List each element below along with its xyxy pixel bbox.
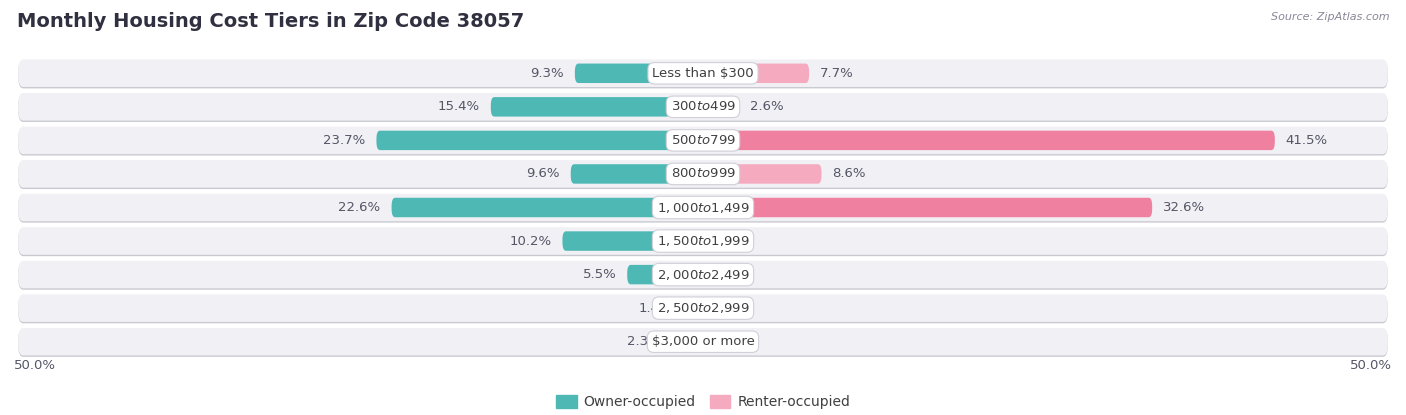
Text: 22.6%: 22.6% <box>339 201 381 214</box>
Text: $3,000 or more: $3,000 or more <box>651 335 755 348</box>
Text: 0.0%: 0.0% <box>714 335 748 348</box>
FancyBboxPatch shape <box>18 95 1388 122</box>
Text: $1,500 to $1,999: $1,500 to $1,999 <box>657 234 749 248</box>
Text: 10.2%: 10.2% <box>509 234 551 248</box>
FancyBboxPatch shape <box>18 195 1388 222</box>
Text: 0.0%: 0.0% <box>714 268 748 281</box>
FancyBboxPatch shape <box>703 164 821 184</box>
Text: 5.5%: 5.5% <box>582 268 616 281</box>
FancyBboxPatch shape <box>571 164 703 184</box>
Text: 41.5%: 41.5% <box>1286 134 1329 147</box>
FancyBboxPatch shape <box>18 229 1388 256</box>
FancyBboxPatch shape <box>575 63 703 83</box>
FancyBboxPatch shape <box>18 93 1388 121</box>
Text: 50.0%: 50.0% <box>1350 359 1392 372</box>
FancyBboxPatch shape <box>18 127 1388 154</box>
FancyBboxPatch shape <box>18 160 1388 188</box>
Text: $800 to $999: $800 to $999 <box>671 167 735 181</box>
Text: 2.6%: 2.6% <box>749 100 783 113</box>
Text: 0.0%: 0.0% <box>714 302 748 315</box>
FancyBboxPatch shape <box>562 231 703 251</box>
FancyBboxPatch shape <box>18 161 1388 189</box>
FancyBboxPatch shape <box>18 227 1388 255</box>
Text: $300 to $499: $300 to $499 <box>671 100 735 113</box>
Legend: Owner-occupied, Renter-occupied: Owner-occupied, Renter-occupied <box>550 390 856 415</box>
FancyBboxPatch shape <box>703 198 1152 217</box>
FancyBboxPatch shape <box>18 61 1388 88</box>
FancyBboxPatch shape <box>377 131 703 150</box>
FancyBboxPatch shape <box>18 328 1388 356</box>
Text: $2,500 to $2,999: $2,500 to $2,999 <box>657 301 749 315</box>
Text: 7.7%: 7.7% <box>820 67 853 80</box>
Text: 8.6%: 8.6% <box>832 167 866 181</box>
FancyBboxPatch shape <box>18 329 1388 357</box>
Text: Less than $300: Less than $300 <box>652 67 754 80</box>
Text: Source: ZipAtlas.com: Source: ZipAtlas.com <box>1271 12 1389 22</box>
Text: 1.4%: 1.4% <box>640 302 672 315</box>
FancyBboxPatch shape <box>671 332 703 352</box>
FancyBboxPatch shape <box>392 198 703 217</box>
Text: $500 to $799: $500 to $799 <box>671 134 735 147</box>
Text: 9.6%: 9.6% <box>526 167 560 181</box>
FancyBboxPatch shape <box>18 261 1388 288</box>
Text: 15.4%: 15.4% <box>437 100 479 113</box>
FancyBboxPatch shape <box>627 265 703 284</box>
Text: Monthly Housing Cost Tiers in Zip Code 38057: Monthly Housing Cost Tiers in Zip Code 3… <box>17 12 524 32</box>
FancyBboxPatch shape <box>18 194 1388 221</box>
Text: 2.3%: 2.3% <box>627 335 661 348</box>
FancyBboxPatch shape <box>703 131 1275 150</box>
FancyBboxPatch shape <box>18 296 1388 323</box>
Text: $1,000 to $1,499: $1,000 to $1,499 <box>657 200 749 215</box>
Text: 9.3%: 9.3% <box>530 67 564 80</box>
FancyBboxPatch shape <box>683 298 703 318</box>
FancyBboxPatch shape <box>18 59 1388 87</box>
FancyBboxPatch shape <box>18 128 1388 156</box>
FancyBboxPatch shape <box>703 97 738 117</box>
FancyBboxPatch shape <box>703 63 808 83</box>
Text: 0.0%: 0.0% <box>714 234 748 248</box>
Text: 23.7%: 23.7% <box>323 134 366 147</box>
FancyBboxPatch shape <box>491 97 703 117</box>
Text: $2,000 to $2,499: $2,000 to $2,499 <box>657 268 749 282</box>
Text: 32.6%: 32.6% <box>1163 201 1205 214</box>
FancyBboxPatch shape <box>18 294 1388 322</box>
Text: 50.0%: 50.0% <box>14 359 56 372</box>
FancyBboxPatch shape <box>18 262 1388 290</box>
